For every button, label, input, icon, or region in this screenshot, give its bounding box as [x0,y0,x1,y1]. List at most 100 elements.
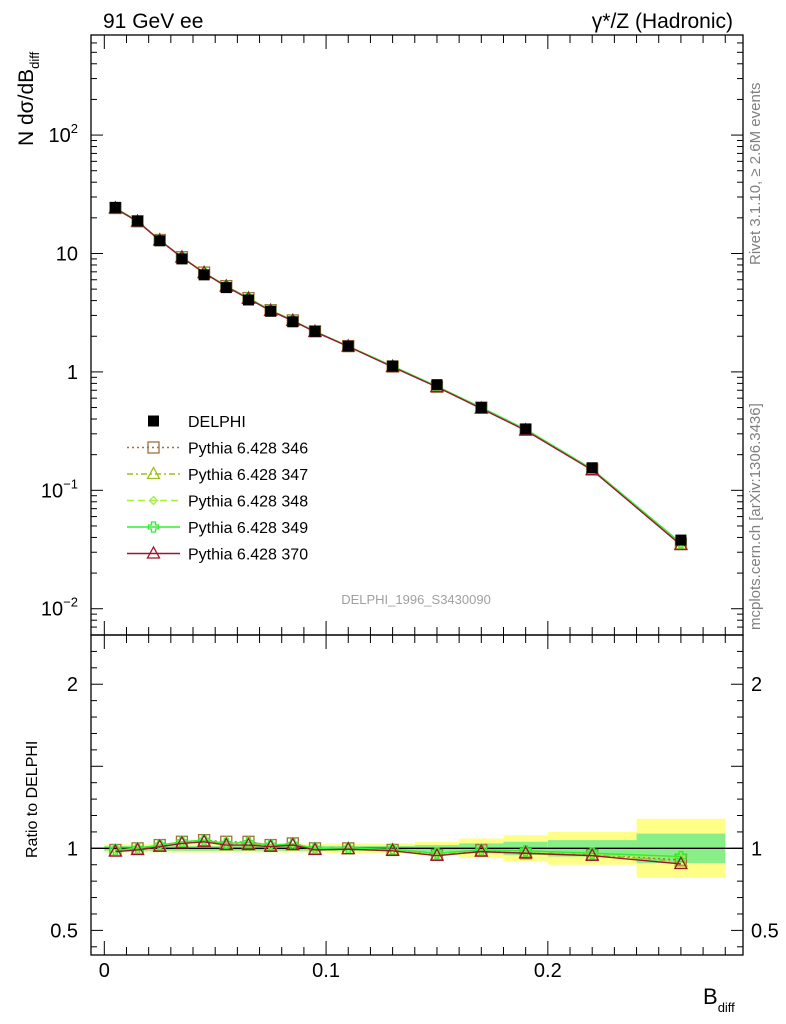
y-tick-label: 1 [67,362,78,384]
ratio-point-p370 [474,843,489,857]
y-tick-label-base: 10 [56,243,78,265]
ratio-y-tick-label-right: 1 [751,838,762,860]
legend-marker-p346 [147,441,160,454]
legend-marker-p349 [147,521,160,533]
ratio-point-p370 [307,842,323,856]
data-point-data [342,340,354,352]
ratio-line-p370 [115,841,681,865]
x-axis-label-main: B [703,984,718,1009]
ratio-point-p370 [263,838,278,852]
y-tick-label: 102 [49,121,78,147]
legend-label-p348: Pythia 6.428 348 [188,494,308,511]
ratio-panel-frame [90,634,744,956]
ratio-y-axis-label: Ratio to DELPHI [24,741,41,858]
data-point-data [309,325,321,337]
mcplots-reference-text: mcplots.cern.ch [arXiv:1306.3436] [747,403,764,630]
ratio-plot-panel: 0.5 0.5 1 1 2 2 0 0.1 0.2 [50,621,779,982]
ratio-point-p348 [132,843,143,854]
data-point-data [586,462,598,474]
legend-entry-p349: Pythia 6.428 349 [127,520,308,537]
analysis-watermark: DELPHI_1996_S3430090 [341,592,491,607]
data-point-data [198,269,210,281]
y-tick-label-exponent: −1 [63,476,78,491]
x-axis-label: Bdiff [703,984,735,1015]
header-right-label: γ*/Z (Hadronic) [592,10,733,33]
ratio-point-p370 [385,842,400,856]
rivet-version-text: Rivet 3.1.10, ≥ 2.6M events [747,83,764,266]
ratio-point-p349 [431,847,443,859]
ratio-point-p348 [310,843,320,854]
ratio-y-tick-label-left: 2 [67,674,78,696]
y-tick-label: 10−1 [41,476,78,502]
y-tick-label-base: 10 [41,480,63,502]
legend-entry-data: DELPHI [148,414,246,431]
main-y-axis-label-sub: diff [27,51,42,68]
data-point-data [475,402,487,414]
ratio-point-p370 [174,835,190,849]
ratio-point-p370 [285,837,300,851]
ratio-point-p348 [110,845,121,855]
ratio-point-p347 [673,853,688,867]
y-tick-label-base: 1 [67,362,78,384]
legend-label-p370: Pythia 6.428 370 [188,547,308,564]
ratio-point-p370 [585,847,600,861]
data-point-data [675,534,687,546]
ratio-y-tick-label-right: 2 [751,674,762,696]
x-tick-label: 0.2 [534,960,562,982]
ratio-point-p370 [219,837,234,851]
data-point-data [154,235,166,247]
header-left-label: 91 GeV ee [103,10,203,33]
ratio-point-p370 [241,837,256,851]
ratio-point-p370 [518,845,533,859]
y-tick-label-base: 10 [41,599,63,621]
data-point-data [431,379,443,391]
data-point-data [132,215,144,227]
legend-marker-data [148,415,159,427]
legend-marker-p348 [148,495,159,506]
legend-marker-p347 [146,466,161,480]
ratio-y-tick-label-left: 0.5 [50,920,78,942]
ratio-point-p348 [221,838,232,849]
ratio-point-p370 [429,847,445,861]
legend: DELPHI Pythia 6.428 346 Pythia 6.428 347 Py… [127,414,308,564]
data-point-data [242,294,254,306]
ratio-point-p348 [177,836,187,847]
data-point-data [220,282,232,294]
legend-entry-p348: Pythia 6.428 348 [127,494,308,511]
ratio-point-p370 [197,833,212,847]
main-y-axis-label-main: N dσ/dB [15,69,38,146]
legend-entry-p370: Pythia 6.428 370 [127,545,308,564]
main-y-axis-label: N dσ/dBdiff [15,51,42,146]
data-point-data [387,360,399,372]
y-tick-label: 10−2 [41,595,78,621]
ratio-point-p349 [242,836,255,849]
y-tick-label-base: 10 [49,125,71,147]
x-tick-label: 0.1 [312,960,340,982]
legend-marker-p370 [146,545,161,559]
ratio-point-p370 [341,841,356,855]
ratio-point-p348 [199,835,210,846]
ratio-point-p370 [673,856,688,870]
ratio-point-p349 [520,845,532,857]
y-tick-label: 10 [56,243,78,265]
data-point-data [265,305,277,317]
main-series-data [109,201,687,546]
ratio-point-p349 [586,847,598,859]
legend-label-p346: Pythia 6.428 346 [188,441,308,458]
ratio-point-p370 [108,843,123,857]
x-tick-label: 0 [99,960,110,982]
ratio-line-p349 [115,839,681,858]
ratio-point-p370 [152,838,167,852]
y-tick-label-exponent: −2 [63,595,78,610]
ratio-point-p348 [154,840,165,850]
ratio-y-tick-label-right: 0.5 [751,920,779,942]
x-axis-label-sub: diff [718,1000,735,1015]
ratio-y-tick-label-left: 1 [67,838,78,860]
ratio-point-p370 [130,842,145,856]
legend-label-p347: Pythia 6.428 347 [188,467,308,484]
ratio-series-p370 [108,833,688,870]
legend-label-data: DELPHI [188,414,246,431]
data-point-data [176,253,188,265]
